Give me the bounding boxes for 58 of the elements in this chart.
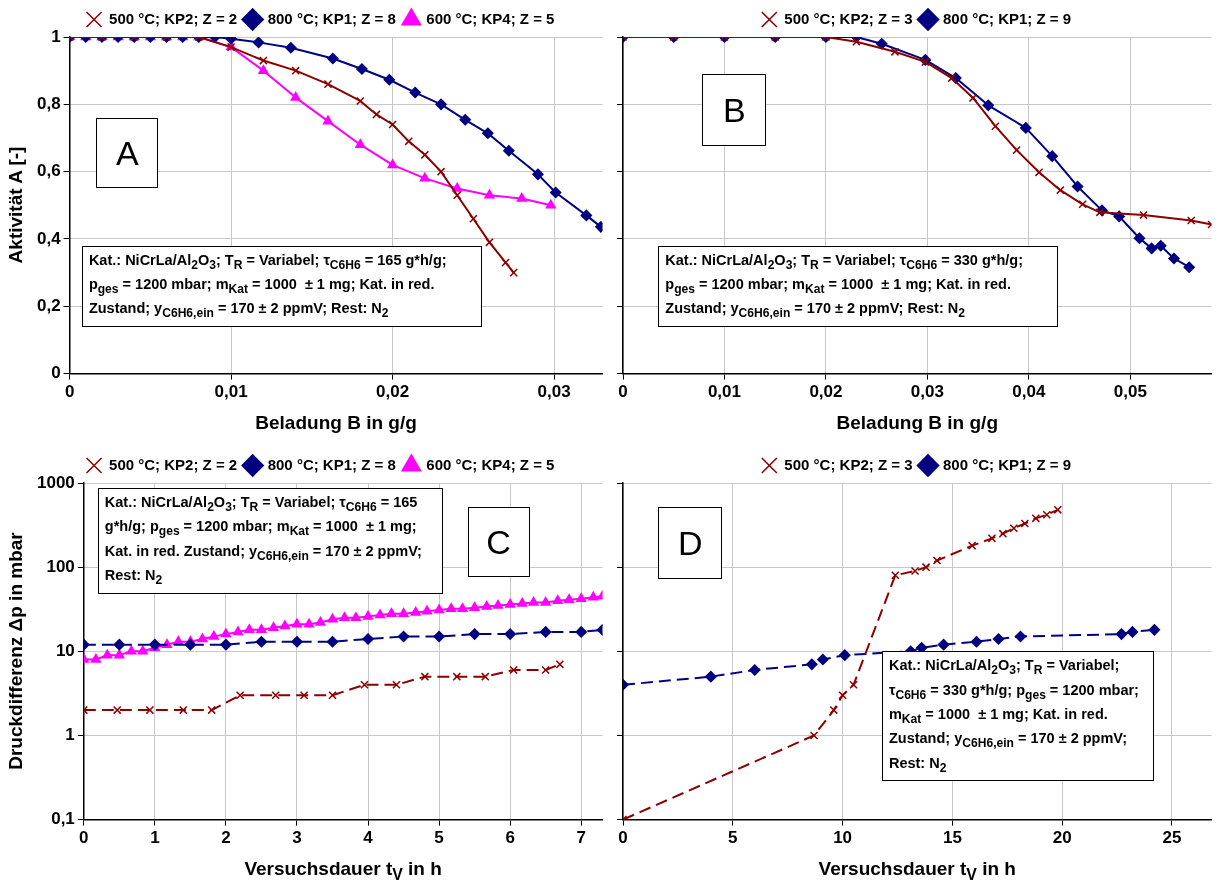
x-tick-label: 6 [505, 828, 515, 848]
text: Kat.: NiCrLa/Al$_{2}$O$_{3}$; T$_{R}$ = Variabel; τ$_{C6H6}$ = 330 g*h/g; p$_{ges}$ = 1200 mbar; m$_{Kat}$ = 1000 ± 1 mg; Kat. in red. Zustand; y$_{C6H6,ein}$ = 170 ± 2 ppmV; Rest: N$_{2}$ [888, 657, 1139, 775]
x-tick-label: 2 [221, 828, 231, 848]
x-tick-label: 10 [833, 828, 853, 848]
legend-label: 600 °C; KP4; Z = 5 [426, 9, 555, 27]
y-tick-label: 0,4 [36, 228, 62, 248]
legend-label: 500 °C; KP2; Z = 3 [784, 455, 913, 473]
y-tick-label: 0,2 [36, 295, 61, 315]
legend-label: 500 °C; KP2; Z = 3 [784, 9, 913, 27]
x-axis-title: Versuchsdauer t$_{V}$ in h [243, 858, 443, 884]
x-tick-label: 0,02 [376, 382, 410, 402]
y-tick-label: 0,6 [36, 161, 61, 181]
legend-label: 800 °C; KP1; Z = 8 [267, 455, 396, 473]
x-tick-label: 15 [942, 828, 962, 848]
x-tick-label: 0 [618, 828, 628, 848]
legend-label: 500 °C; KP2; Z = 2 [109, 9, 238, 27]
x-tick-label: 5 [728, 828, 738, 848]
text: Kat.: NiCrLa/Al$_{2}$O$_{3}$; T$_{R}$ = Variabel; τ$_{C6H6}$ = 330 g*h/g; p$_{ges}$ = 1200 mbar; m$_{Kat}$ = 1000 ± 1 mg; Kat. in red. Zustand; y$_{C6H6,ein}$ = 170 ± 2 ppmV; Rest: N$_{2}$ [665, 251, 1023, 321]
y-tick-label: 1 [51, 26, 61, 46]
x-tick-label: 25 [1162, 828, 1182, 848]
x-tick-label: 1 [150, 828, 160, 848]
x-tick-label: 0,01 [214, 382, 248, 402]
x-tick-label: 3 [292, 828, 302, 848]
annotation: C [467, 506, 530, 577]
legend-label: 800 °C; KP1; Z = 8 [267, 9, 396, 27]
y-axis-title: Aktivität A [-] [5, 146, 27, 264]
annotation: B [702, 74, 767, 147]
y-tick-label: 1 [65, 725, 75, 745]
x-tick-label: 0,05 [1113, 382, 1147, 402]
x-axis-title: Beladung B in g/g [835, 412, 999, 434]
x-tick-label: 0 [618, 382, 628, 402]
x-tick-label: 0,04 [1012, 382, 1046, 402]
y-tick-label: 0,8 [36, 94, 61, 114]
legend-label: 500 °C; KP2; Z = 2 [109, 455, 238, 473]
x-tick-label: 5 [434, 828, 444, 848]
x-tick-label: 0 [79, 828, 89, 848]
x-axis-title: Versuchsdauer t$_{V}$ in h [817, 858, 1017, 884]
y-tick-label: 0,1 [51, 809, 75, 829]
x-tick-label: 7 [576, 828, 586, 848]
x-axis-title: Beladung B in g/g [254, 412, 418, 434]
y-tick-label: 1000 [36, 472, 75, 492]
y-tick-label: 0 [51, 363, 61, 383]
y-tick-label: 100 [46, 556, 75, 576]
legend-label: 800 °C; KP1; Z = 9 [943, 9, 1072, 27]
x-tick-label: 0,01 [707, 382, 742, 402]
legend-label: 600 °C; KP4; Z = 5 [426, 455, 555, 473]
x-tick-label: 0,02 [809, 382, 843, 402]
annotation: D [658, 506, 723, 579]
text: Kat.: NiCrLa/Al$_{2}$O$_{3}$; T$_{R}$ = Variabel; τ$_{C6H6}$ = 165 g*h/g; p$_{ges}$ = 1200 mbar; m$_{Kat}$ = 1000 ± 1 mg; Kat. in red. Zustand; y$_{C6H6,ein}$ = 170 ± 2 ppmV; Rest: N$_{2}$ [104, 494, 422, 588]
x-tick-label: 20 [1052, 828, 1072, 848]
x-tick-label: 0,03 [537, 382, 571, 402]
legend-label: 800 °C; KP1; Z = 9 [943, 455, 1072, 473]
y-tick-label: 10 [55, 640, 75, 660]
x-tick-label: 0,03 [910, 382, 944, 402]
annotation: A [96, 117, 159, 188]
x-tick-label: 4 [363, 828, 374, 848]
y-axis-title: Druckdifferenz Δp in mbar [5, 532, 27, 771]
text: Kat.: NiCrLa/Al$_{2}$O$_{3}$; T$_{R}$ = Variabel; τ$_{C6H6}$ = 165 g*h/g; p$_{ges}$ = 1200 mbar; m$_{Kat}$ = 1000 ± 1 mg; Kat. in red. Zustand; y$_{C6H6,ein}$ = 170 ± 2 ppmV; Rest: N$_{2}$ [88, 251, 447, 321]
